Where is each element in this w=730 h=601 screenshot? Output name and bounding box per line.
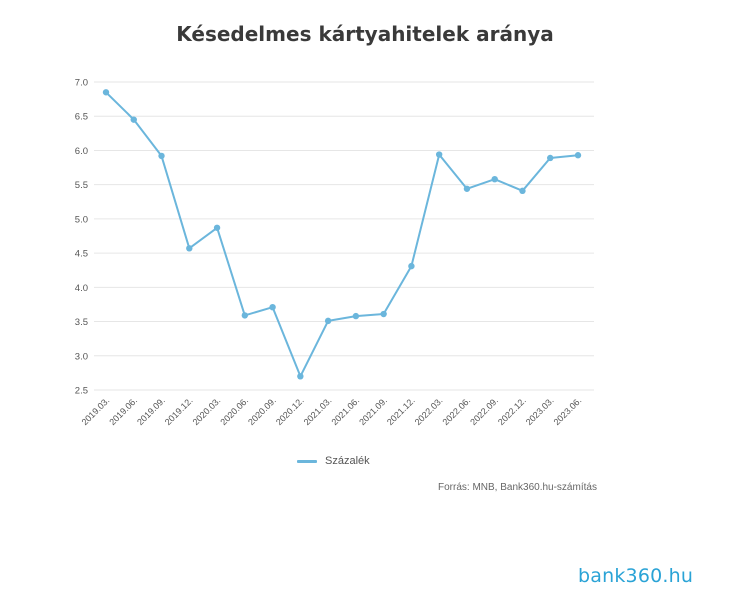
data-point [241, 312, 249, 319]
series-line [105, 91, 579, 378]
y-tick-label: 7.0 [75, 78, 88, 89]
legend-swatch [297, 459, 317, 463]
x-tick-label: 2020.09. [246, 395, 278, 427]
grid-lines [94, 81, 594, 391]
series-line-szazalek [105, 91, 579, 378]
data-point [380, 310, 387, 318]
x-tick-label: 2022.09. [468, 395, 500, 427]
data-point [519, 187, 526, 195]
x-tick-label: 2021.06. [329, 395, 361, 427]
y-tick-label: 5.5 [75, 180, 88, 191]
x-tick-label: 2019.03. [80, 395, 112, 427]
data-point [297, 373, 304, 380]
x-tick-label: 2022.03. [413, 395, 445, 427]
data-point [352, 312, 360, 320]
x-tick-label: 2019.12. [163, 395, 195, 427]
y-tick-label: 3.0 [75, 351, 88, 362]
x-tick-label: 2020.03. [191, 395, 223, 427]
source-note: Forrás: MNB, Bank360.hu-számítás [438, 482, 597, 493]
data-point [324, 317, 332, 325]
x-tick-labels: 2019.03.2019.06.2019.09.2019.12.2020.03.… [80, 395, 584, 427]
data-point [435, 151, 443, 158]
x-tick-label: 2019.06. [107, 395, 139, 427]
chart-title: Késedelmes kártyahitelek aránya [176, 22, 554, 46]
x-tick-label: 2019.09. [135, 395, 167, 427]
data-point [130, 116, 137, 123]
data-point [408, 262, 415, 270]
y-tick-label: 6.0 [75, 146, 88, 157]
legend: Százalék [297, 455, 370, 467]
data-point [186, 245, 193, 252]
data-point [102, 89, 110, 96]
data-point [547, 154, 554, 162]
bank360-logo: bank360.hu [578, 565, 694, 587]
data-point [491, 175, 498, 183]
y-tick-label: 6.5 [75, 112, 88, 123]
x-tick-label: 2022.12. [496, 395, 528, 427]
x-tick-label: 2021.09. [357, 395, 389, 427]
series-points [102, 89, 582, 380]
x-tick-label: 2022.06. [441, 395, 473, 427]
x-tick-label: 2023.03. [524, 395, 556, 427]
data-point [574, 152, 582, 159]
y-tick-label: 4.5 [75, 249, 88, 260]
x-tick-label: 2021.12. [385, 395, 417, 427]
data-point [213, 224, 221, 231]
data-point [158, 152, 165, 160]
x-tick-label: 2020.12. [274, 395, 306, 427]
y-tick-label: 2.5 [75, 386, 88, 397]
x-tick-label: 2020.06. [218, 395, 250, 427]
y-tick-label: 5.0 [75, 214, 88, 225]
y-tick-labels: 7.0 6.5 6.0 5.5 5.0 4.5 4.0 3.5 3.0 2.5 [75, 78, 88, 397]
legend-label: Százalék [325, 455, 370, 467]
y-tick-label: 3.5 [75, 317, 88, 328]
data-point [269, 303, 276, 311]
y-tick-label: 4.0 [75, 283, 88, 294]
x-tick-label: 2023.06. [552, 395, 584, 427]
data-point [463, 185, 471, 192]
x-tick-label: 2021.03. [302, 395, 334, 427]
